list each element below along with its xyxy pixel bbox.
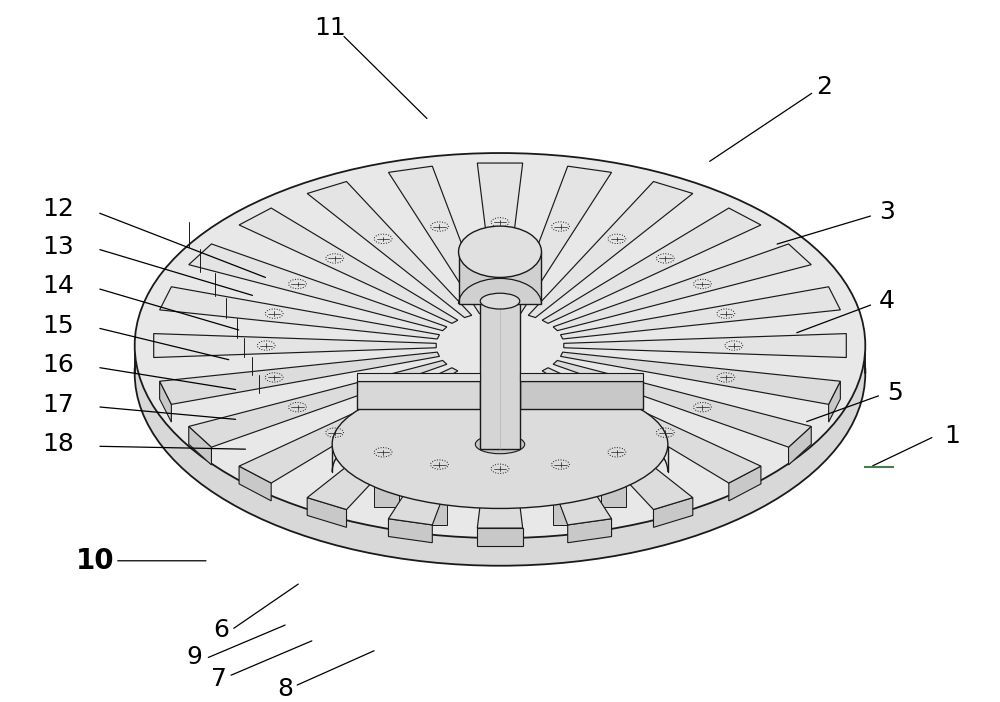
Text: 7: 7 bbox=[211, 668, 227, 691]
Polygon shape bbox=[520, 381, 643, 409]
Polygon shape bbox=[160, 286, 439, 339]
Polygon shape bbox=[542, 368, 761, 483]
Polygon shape bbox=[553, 360, 811, 447]
Text: 6: 6 bbox=[214, 618, 230, 642]
Ellipse shape bbox=[135, 153, 865, 538]
Ellipse shape bbox=[459, 226, 541, 277]
Polygon shape bbox=[356, 444, 382, 482]
Polygon shape bbox=[239, 466, 271, 501]
Polygon shape bbox=[422, 488, 447, 525]
Polygon shape bbox=[487, 494, 513, 532]
Polygon shape bbox=[357, 381, 480, 409]
Polygon shape bbox=[561, 286, 840, 339]
Polygon shape bbox=[356, 440, 382, 444]
Text: 8: 8 bbox=[277, 677, 293, 701]
Ellipse shape bbox=[480, 293, 520, 309]
Ellipse shape bbox=[475, 435, 525, 453]
Polygon shape bbox=[307, 373, 472, 510]
Text: 10: 10 bbox=[76, 547, 115, 575]
Polygon shape bbox=[477, 163, 523, 312]
Polygon shape bbox=[459, 252, 541, 304]
Polygon shape bbox=[189, 426, 211, 465]
Polygon shape bbox=[553, 484, 578, 488]
Text: 12: 12 bbox=[42, 197, 74, 221]
Polygon shape bbox=[553, 244, 811, 331]
Text: 5: 5 bbox=[887, 381, 903, 405]
Polygon shape bbox=[528, 182, 693, 317]
Polygon shape bbox=[618, 444, 644, 482]
Polygon shape bbox=[160, 381, 171, 422]
Text: 11: 11 bbox=[314, 15, 346, 39]
Text: 1: 1 bbox=[944, 425, 960, 449]
Polygon shape bbox=[307, 498, 347, 527]
Polygon shape bbox=[480, 301, 520, 449]
Ellipse shape bbox=[135, 180, 865, 566]
Polygon shape bbox=[422, 484, 447, 488]
Polygon shape bbox=[789, 426, 811, 465]
Polygon shape bbox=[239, 368, 458, 483]
Polygon shape bbox=[239, 208, 458, 324]
Polygon shape bbox=[601, 470, 626, 507]
Text: 16: 16 bbox=[42, 353, 74, 377]
Polygon shape bbox=[374, 470, 399, 507]
Text: 15: 15 bbox=[42, 314, 74, 338]
Polygon shape bbox=[653, 498, 693, 527]
Polygon shape bbox=[618, 440, 644, 444]
Polygon shape bbox=[553, 488, 578, 525]
Text: 9: 9 bbox=[186, 644, 202, 668]
Polygon shape bbox=[528, 373, 693, 510]
Polygon shape bbox=[388, 378, 488, 525]
Polygon shape bbox=[189, 360, 447, 447]
Polygon shape bbox=[601, 465, 626, 470]
Polygon shape bbox=[512, 378, 612, 525]
Polygon shape bbox=[568, 519, 612, 543]
Polygon shape bbox=[388, 519, 432, 543]
Polygon shape bbox=[160, 352, 439, 404]
Polygon shape bbox=[542, 208, 761, 324]
Text: 4: 4 bbox=[879, 289, 895, 313]
Polygon shape bbox=[561, 352, 840, 404]
Text: 14: 14 bbox=[42, 274, 74, 298]
Polygon shape bbox=[487, 491, 513, 494]
Polygon shape bbox=[374, 465, 399, 470]
Polygon shape bbox=[154, 333, 436, 357]
Text: 3: 3 bbox=[879, 200, 895, 224]
Polygon shape bbox=[477, 379, 523, 528]
Polygon shape bbox=[388, 166, 488, 314]
Polygon shape bbox=[729, 466, 761, 501]
Polygon shape bbox=[520, 373, 643, 381]
Polygon shape bbox=[307, 182, 472, 317]
Text: 17: 17 bbox=[42, 393, 74, 417]
Polygon shape bbox=[564, 333, 846, 357]
Polygon shape bbox=[357, 373, 480, 381]
Text: 18: 18 bbox=[42, 432, 74, 456]
Text: 2: 2 bbox=[816, 75, 832, 99]
Ellipse shape bbox=[332, 380, 668, 508]
Polygon shape bbox=[829, 381, 840, 422]
Polygon shape bbox=[477, 528, 523, 546]
Text: 13: 13 bbox=[42, 235, 74, 259]
Polygon shape bbox=[189, 244, 447, 331]
Polygon shape bbox=[512, 166, 612, 314]
